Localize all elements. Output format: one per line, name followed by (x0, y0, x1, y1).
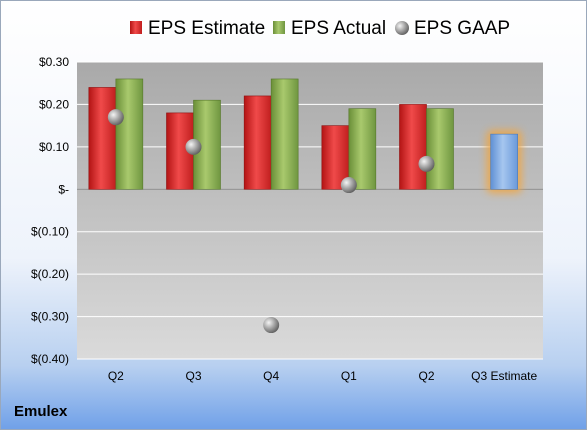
plot-area (77, 62, 543, 359)
legend-label-actual: EPS Actual (291, 18, 386, 39)
x-tick-label: Q3 (185, 369, 201, 383)
bar-eps-actual (270, 78, 299, 190)
legend-swatch-estimate (130, 21, 142, 34)
bar-eps-actual (426, 108, 454, 190)
bar-eps-estimate (243, 95, 272, 190)
legend: EPS Estimate EPS Actual EPS GAAP (130, 18, 510, 39)
y-tick-label: $- (58, 182, 69, 196)
y-axis: $0.30 $0.20 $0.10 $- $(0.10) $(0.20) $(0.30) $(… (31, 55, 69, 366)
x-tick-label: Q4 (263, 369, 279, 383)
legend-label-gaap: EPS GAAP (414, 18, 510, 39)
y-tick-label: $0.30 (39, 55, 69, 69)
x-tick-label: Q3 Estimate (471, 369, 537, 383)
x-axis: Q2 Q3 Q4 Q1 Q2 Q3 Estimate (108, 369, 538, 383)
legend-label-estimate: EPS Estimate (148, 18, 265, 39)
x-tick-label: Q2 (418, 369, 434, 383)
legend-swatch-gaap (395, 21, 409, 35)
y-tick-label: $0.10 (39, 140, 69, 154)
y-tick-label: $(0.40) (31, 352, 69, 366)
gridlines (77, 61, 543, 360)
bar-eps-estimate (399, 104, 427, 190)
y-tick-label: $(0.20) (31, 267, 69, 281)
point-eps-gaap (263, 317, 280, 334)
y-tick-label: $(0.10) (31, 225, 69, 239)
point-eps-gaap (340, 177, 357, 194)
y-tick-label: $(0.30) (31, 310, 69, 324)
x-tick-label: Q1 (341, 369, 357, 383)
legend-swatch-actual (273, 21, 285, 34)
bar-eps-actual (115, 78, 144, 190)
x-tick-label: Q2 (108, 369, 124, 383)
y-tick-label: $0.20 (39, 97, 69, 111)
bar-eps-estimate (88, 87, 117, 190)
bar-eps-actual (348, 108, 377, 190)
bar-eps-forecast (490, 133, 518, 190)
company-name: Emulex (14, 403, 68, 420)
point-eps-gaap (107, 109, 124, 126)
point-eps-gaap (185, 138, 202, 155)
point-eps-gaap (418, 155, 435, 172)
gaap-points (107, 109, 435, 334)
